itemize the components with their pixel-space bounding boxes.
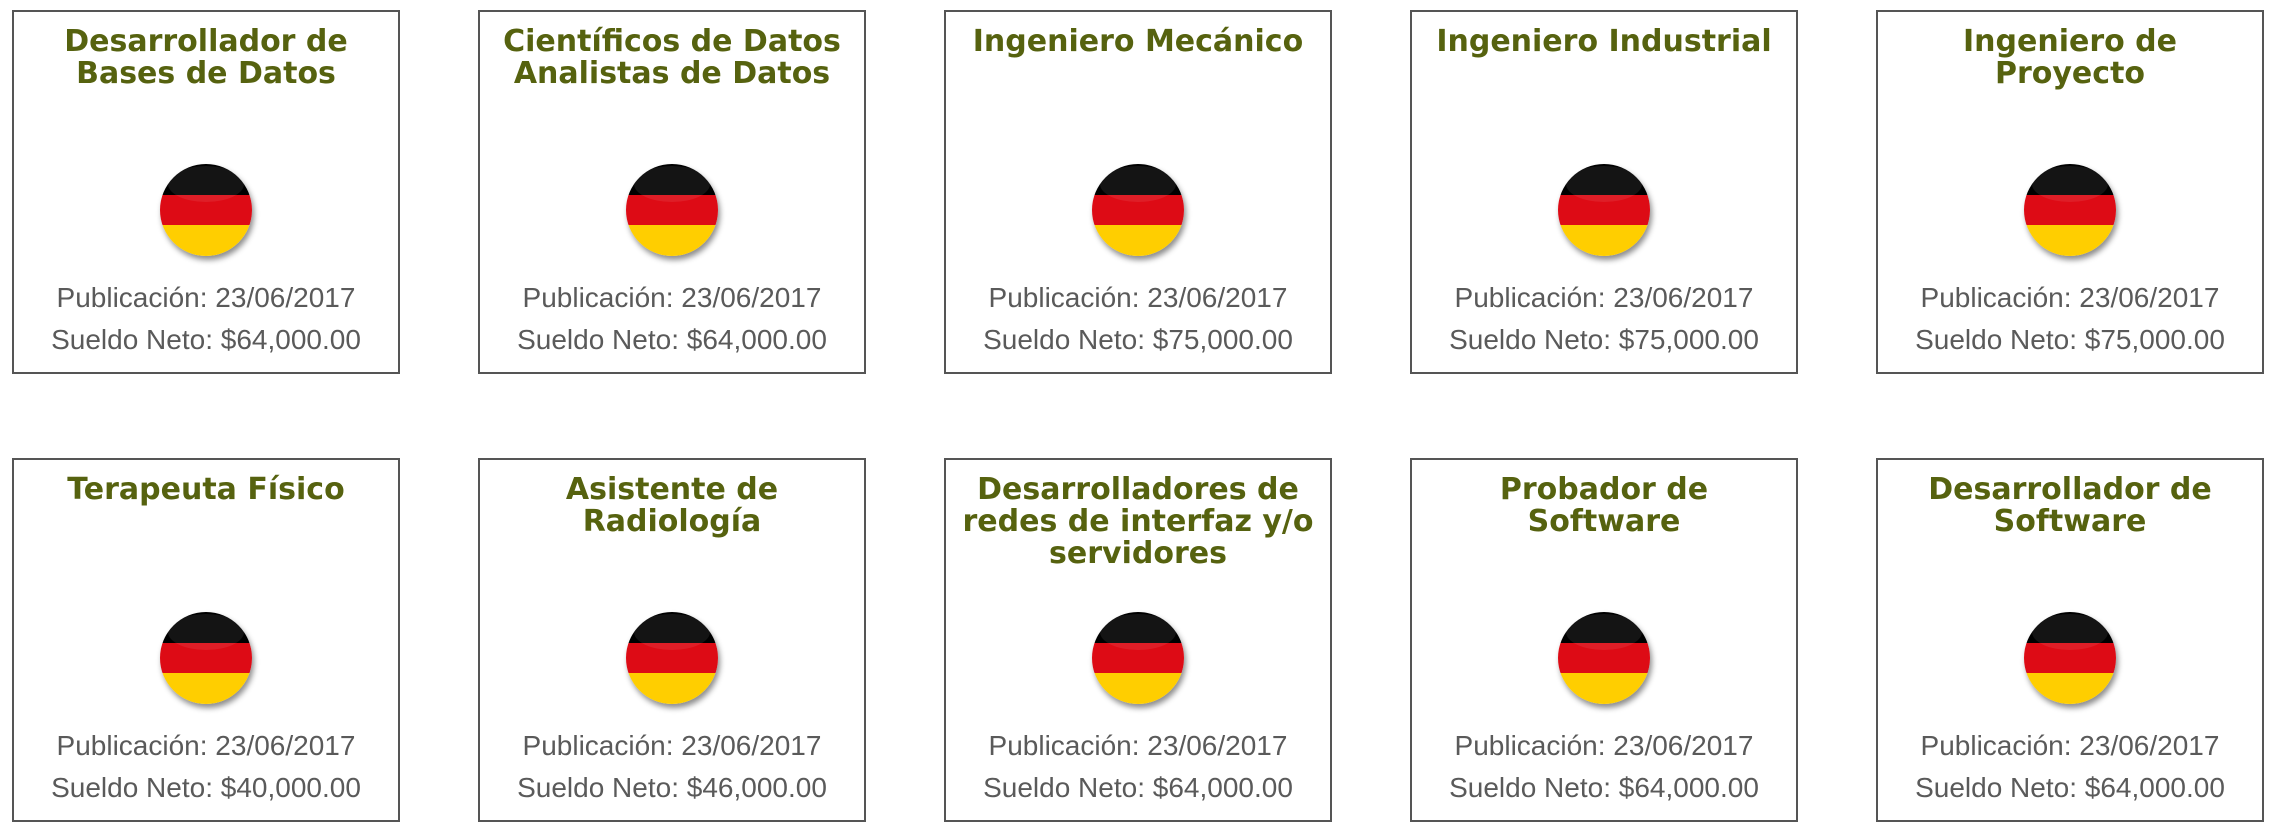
job-title: Científicos de Datos Analistas de Datos [503,24,841,91]
publication-date: Publicación: 23/06/2017 [56,730,356,761]
germany-flag-icon [626,612,718,704]
net-salary: Sueldo Neto: $46,000.00 [517,772,827,803]
job-title: Terapeuta Físico [67,472,345,507]
germany-flag-icon [626,164,718,256]
germany-flag-icon [1092,164,1184,256]
job-title: Ingeniero Industrial [1436,24,1772,59]
job-title: Desarrollador de Software [1928,472,2212,539]
germany-flag-icon [1092,612,1184,704]
job-card[interactable]: Ingeniero Mecánico Publicación: 23/06/20… [944,10,1332,374]
net-salary: Sueldo Neto: $75,000.00 [983,324,1293,355]
publication-date: Publicación: 23/06/2017 [522,730,822,761]
job-card[interactable]: Desarrollador de Bases de Datos Publicac… [12,10,400,374]
publication-date: Publicación: 23/06/2017 [988,730,1288,761]
job-card[interactable]: Científicos de Datos Analistas de Datos … [478,10,866,374]
job-title: Ingeniero de Proyecto [1963,24,2177,91]
job-title: Ingeniero Mecánico [972,24,1304,59]
net-salary: Sueldo Neto: $64,000.00 [51,324,361,355]
publication-date: Publicación: 23/06/2017 [988,282,1288,313]
job-title: Asistente de Radiología [565,472,779,539]
net-salary: Sueldo Neto: $75,000.00 [1449,324,1759,355]
germany-flag-icon [2024,164,2116,256]
job-card[interactable]: Terapeuta Físico Publicación: 23/06/2017… [12,458,400,822]
job-card[interactable]: Desarrollador de Software Publicación: 2… [1876,458,2264,822]
job-title: Desarrolladores de redes de interfaz y/o… [962,472,1314,571]
germany-flag-icon [1558,164,1650,256]
germany-flag-icon [2024,612,2116,704]
job-card[interactable]: Asistente de Radiología Publicación: 23/… [478,458,866,822]
publication-date: Publicación: 23/06/2017 [56,282,356,313]
net-salary: Sueldo Neto: $75,000.00 [1915,324,2225,355]
net-salary: Sueldo Neto: $64,000.00 [517,324,827,355]
job-card[interactable]: Probador de Software Publicación: 23/06/… [1410,458,1798,822]
job-card[interactable]: Ingeniero de Proyecto Publicación: 23/06… [1876,10,2264,374]
net-salary: Sueldo Neto: $64,000.00 [1915,772,2225,803]
publication-date: Publicación: 23/06/2017 [1454,730,1754,761]
net-salary: Sueldo Neto: $64,000.00 [1449,772,1759,803]
germany-flag-icon [160,612,252,704]
net-salary: Sueldo Neto: $40,000.00 [51,772,361,803]
job-card[interactable]: Desarrolladores de redes de interfaz y/o… [944,458,1332,822]
job-title: Probador de Software [1499,472,1709,539]
job-title: Desarrollador de Bases de Datos [64,24,348,91]
germany-flag-icon [1558,612,1650,704]
job-card[interactable]: Ingeniero Industrial Publicación: 23/06/… [1410,10,1798,374]
publication-date: Publicación: 23/06/2017 [1920,282,2220,313]
publication-date: Publicación: 23/06/2017 [1454,282,1754,313]
net-salary: Sueldo Neto: $64,000.00 [983,772,1293,803]
publication-date: Publicación: 23/06/2017 [522,282,822,313]
publication-date: Publicación: 23/06/2017 [1920,730,2220,761]
germany-flag-icon [160,164,252,256]
